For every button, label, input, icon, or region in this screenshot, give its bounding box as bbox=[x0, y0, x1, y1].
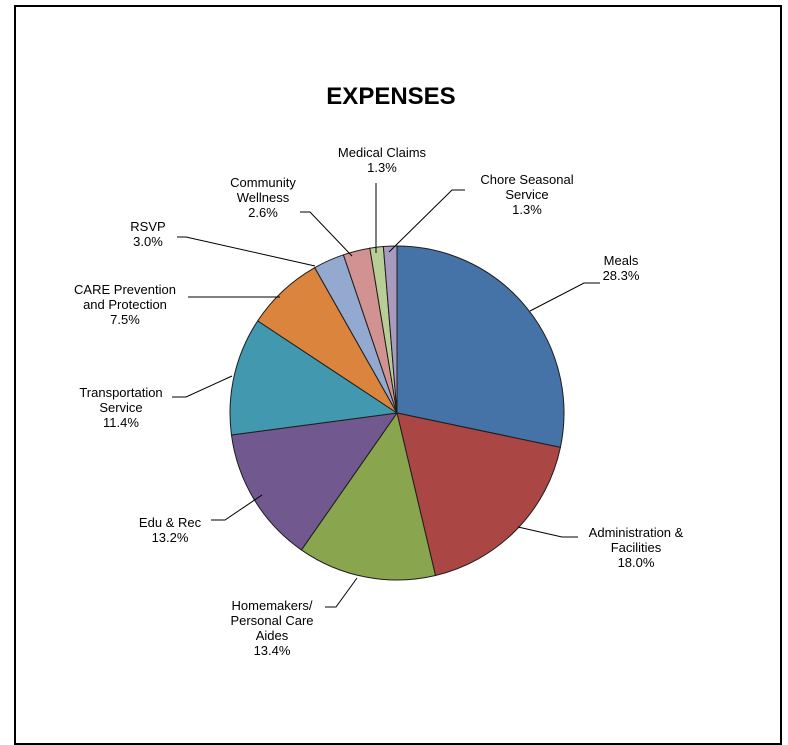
leader-line bbox=[388, 189, 465, 253]
slice-name: Service bbox=[99, 400, 142, 415]
slice-name: RSVP bbox=[130, 219, 165, 234]
leader-lines bbox=[172, 183, 600, 608]
slice-percent: 28.3% bbox=[603, 268, 640, 283]
slice-percent: 1.3% bbox=[512, 202, 542, 217]
pie-slice bbox=[382, 245, 398, 414]
slice-percent: 13.4% bbox=[254, 643, 291, 658]
slice-name: Chore Seasonal bbox=[480, 172, 573, 187]
slice-name: Edu & Rec bbox=[139, 515, 202, 530]
slice-label: Transportation Service 11.4% bbox=[79, 385, 162, 430]
slice-name: Personal Care bbox=[230, 613, 313, 628]
slice-label: Meals 28.3% bbox=[603, 253, 640, 283]
slice-percent: 18.0% bbox=[618, 555, 655, 570]
slice-name: Community bbox=[230, 175, 296, 190]
slice-name: Homemakers/ bbox=[232, 598, 313, 613]
pie-slices bbox=[229, 245, 565, 581]
slice-percent: 1.3% bbox=[367, 160, 397, 175]
slice-label: Edu & Rec 13.2% bbox=[139, 515, 202, 545]
slice-label: Homemakers/Personal Care Aides 13.4% bbox=[230, 598, 313, 658]
pie-slice bbox=[300, 411, 437, 581]
leader-line bbox=[517, 526, 578, 538]
slice-percent: 7.5% bbox=[110, 312, 140, 327]
slice-name: Administration & bbox=[589, 525, 684, 540]
slice-labels: Meals 28.3% Administration & Facilities 18.0… bbox=[74, 145, 684, 658]
slice-label: Community Wellness 2.6% bbox=[230, 175, 296, 220]
slice-name: Medical Claims bbox=[338, 145, 427, 160]
slice-label: Administration & Facilities 18.0% bbox=[589, 525, 684, 570]
slice-name: Facilities bbox=[611, 540, 662, 555]
slice-label: CARE Prevention and Protection 7.5% bbox=[74, 282, 176, 327]
pie-slice bbox=[396, 412, 562, 577]
chart-title: EXPENSES bbox=[326, 83, 455, 110]
leader-line bbox=[211, 494, 263, 521]
leader-line bbox=[172, 375, 233, 398]
slice-percent: 2.6% bbox=[248, 205, 278, 220]
leader-line bbox=[325, 577, 358, 608]
slice-name: Service bbox=[505, 187, 548, 202]
pie-slice bbox=[396, 245, 565, 448]
slice-name: and Protection bbox=[83, 297, 167, 312]
slice-label: Medical Claims 1.3% bbox=[338, 145, 427, 175]
slice-label: Chore Seasonal Service 1.3% bbox=[480, 172, 573, 217]
slice-name: Wellness bbox=[237, 190, 290, 205]
slice-name: Transportation bbox=[79, 385, 162, 400]
leader-line bbox=[300, 211, 353, 257]
slice-percent: 3.0% bbox=[133, 234, 163, 249]
slice-name: Aides bbox=[256, 628, 289, 643]
leader-line bbox=[177, 236, 316, 267]
slice-label: RSVP 3.0% bbox=[130, 219, 165, 249]
slice-name: CARE Prevention bbox=[74, 282, 176, 297]
slice-percent: 13.2% bbox=[152, 530, 189, 545]
slice-name: Meals bbox=[604, 253, 639, 268]
pie-slice bbox=[229, 320, 399, 436]
leader-line bbox=[529, 282, 600, 312]
slice-percent: 11.4% bbox=[103, 415, 139, 430]
